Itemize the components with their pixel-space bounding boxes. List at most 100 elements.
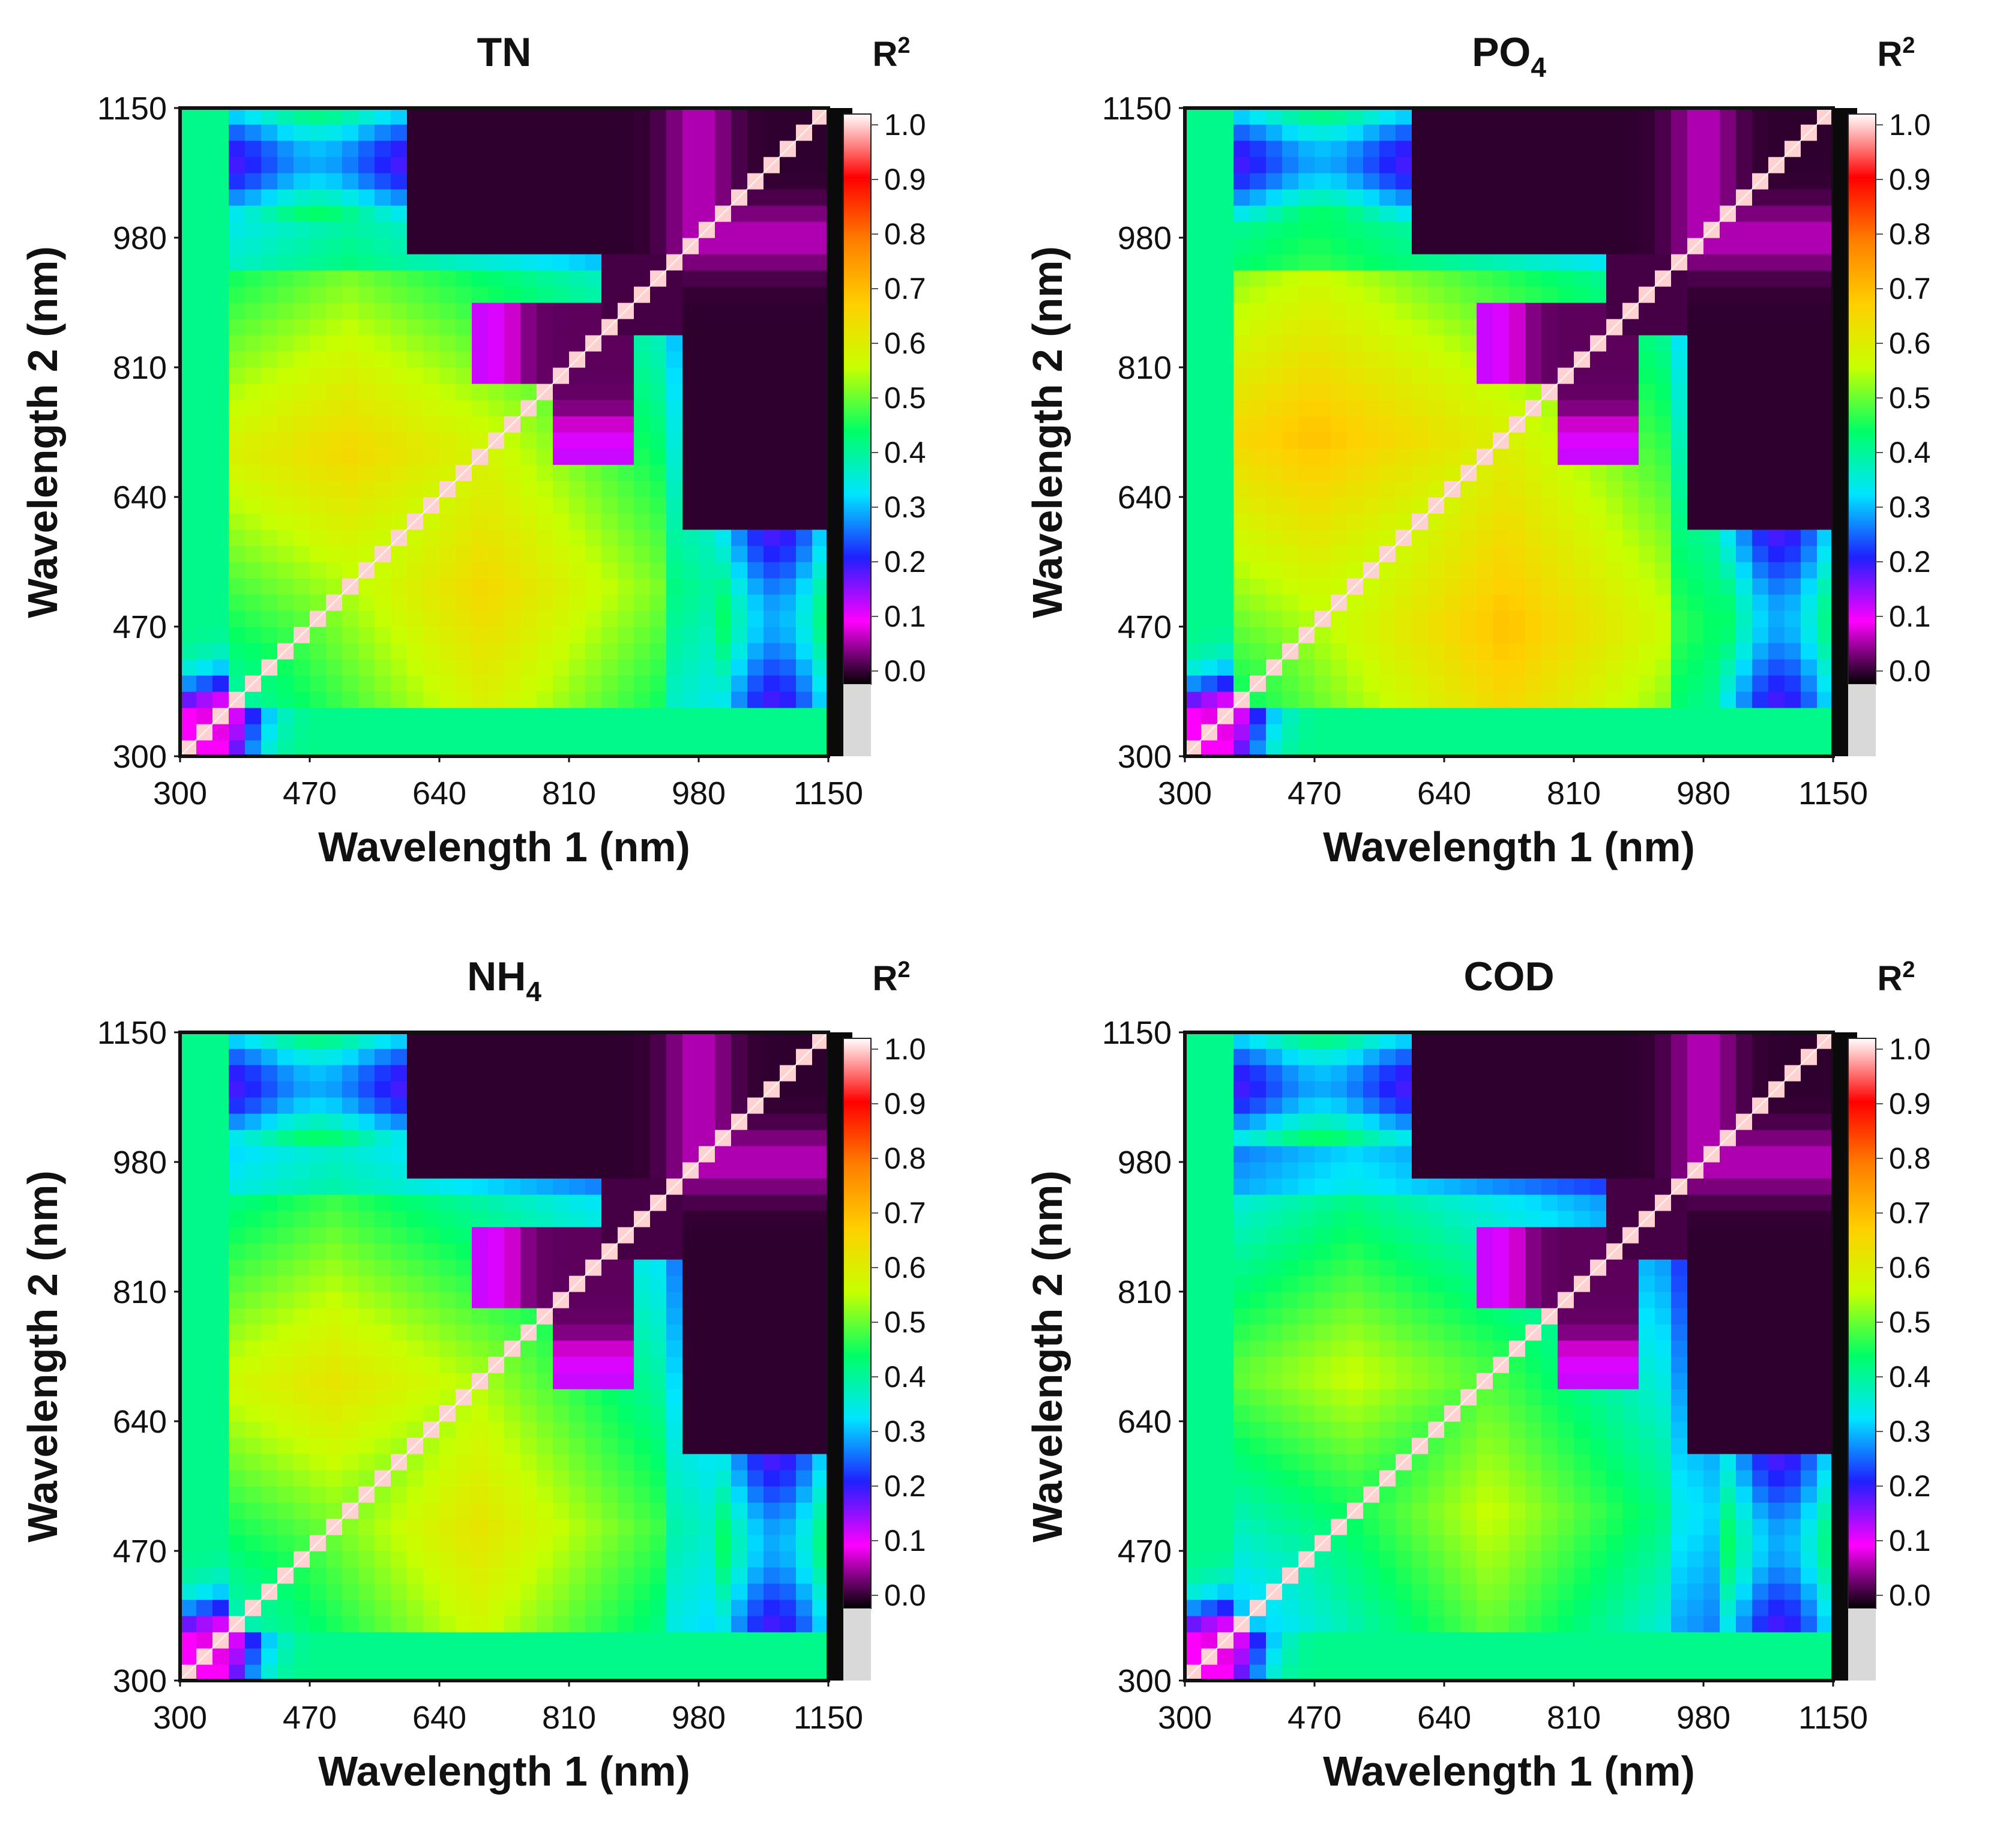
heatmap-cell [472,691,489,708]
heatmap-cell [812,708,829,724]
heatmap-cell [1509,286,1526,303]
heatmap-cell [715,1583,732,1600]
heatmap-cell [731,1437,748,1454]
heatmap-cell [294,432,310,449]
heatmap-cell [1460,205,1477,222]
heatmap-cell [1233,610,1250,627]
heatmap-cell [1428,562,1445,579]
heatmap-cell [1606,205,1623,222]
heatmap-cell [1298,205,1315,222]
heatmap-cell [1817,319,1834,336]
heatmap-cell [472,1632,489,1649]
heatmap-cell [1217,594,1234,611]
heatmap-cell [310,594,327,611]
x-tick-label: 980 [672,1700,726,1736]
heatmap-cell [342,627,359,643]
heatmap-cell [1412,205,1429,222]
heatmap-cell [569,286,586,303]
heatmap-cell [261,302,278,319]
heatmap-cell [310,1211,327,1227]
heatmap-cell [229,302,245,319]
heatmap-cell [731,1600,748,1616]
colorbar-footer [843,684,871,756]
heatmap-cell [196,1162,213,1179]
heatmap-cell [423,1583,440,1600]
heatmap-cell [1639,465,1655,481]
heatmap-cell [1639,335,1655,352]
heatmap-cell [180,1227,197,1244]
heatmap-cell [682,1130,699,1146]
heatmap-cell [634,627,651,643]
heatmap-cell [715,1600,732,1616]
heatmap-cell [504,384,521,400]
heatmap-cell [423,205,440,222]
heatmap-cell [747,108,764,125]
heatmap-cell [618,1356,634,1373]
heatmap-cell [666,1146,683,1163]
heatmap-cell [601,1454,618,1470]
heatmap-cell [375,1162,391,1179]
heatmap-cell [634,1632,651,1649]
heatmap-cell [812,546,829,562]
heatmap-cell [294,221,310,238]
heatmap-cell [391,1049,408,1065]
heatmap-cell [1250,221,1267,238]
heatmap-cell [358,351,375,368]
heatmap-cell [682,1664,699,1681]
heatmap-cell [261,335,278,352]
heatmap-cell [1752,335,1769,352]
heatmap-cell [1201,659,1218,676]
heatmap-cell [358,1308,375,1325]
heatmap-cell [245,481,262,498]
heatmap-cell [682,157,699,173]
heatmap-cell [423,124,440,141]
heatmap-cell [1217,108,1234,125]
heatmap-cell [780,1243,797,1260]
heatmap-cell [180,594,197,611]
heatmap-cell [747,1308,764,1325]
heatmap-cell [423,724,440,741]
heatmap-cell [731,351,748,368]
heatmap-cell [618,205,634,222]
heatmap-cell [780,108,797,125]
heatmap-cell [1720,562,1736,579]
heatmap-cell [1233,529,1250,546]
heatmap-cell [1298,529,1315,546]
heatmap-cell [212,513,229,530]
heatmap-cell [1606,400,1623,417]
heatmap-cell [731,140,748,157]
heatmap-cell [1412,108,1429,125]
heatmap-cell [1655,594,1672,611]
heatmap-cell [537,286,553,303]
colorbar-tick-label: 0.4 [1889,436,1931,469]
heatmap-cell [196,205,213,222]
heatmap-cell [1298,481,1315,498]
heatmap-cell [1266,416,1283,433]
heatmap-cell [634,1049,651,1065]
heatmap-cell [310,448,327,465]
heatmap-cell [812,1324,829,1341]
heatmap-cell [731,1097,748,1114]
heatmap-cell [294,1227,310,1244]
heatmap-cell [634,594,651,611]
heatmap-cell [699,367,715,384]
heatmap-cell [212,1405,229,1422]
heatmap-cell [747,1324,764,1341]
heatmap-cell [747,1664,764,1681]
heatmap-cell [585,319,602,336]
heatmap-cell [634,562,651,579]
heatmap-cell [553,189,570,206]
heatmap-cell [277,1308,294,1325]
heatmap-cell [731,691,748,708]
heatmap-cell [456,1178,472,1195]
heatmap-cell [456,740,472,757]
heatmap-cell [1541,140,1558,157]
heatmap-cell [1201,691,1218,708]
heatmap-cell [1266,384,1283,400]
heatmap-cell [407,627,424,643]
heatmap-cell [666,1162,683,1179]
heatmap-cell [326,416,343,433]
heatmap-cell [342,205,359,222]
heatmap-cell [488,1405,505,1422]
heatmap-cell [1185,708,1202,724]
